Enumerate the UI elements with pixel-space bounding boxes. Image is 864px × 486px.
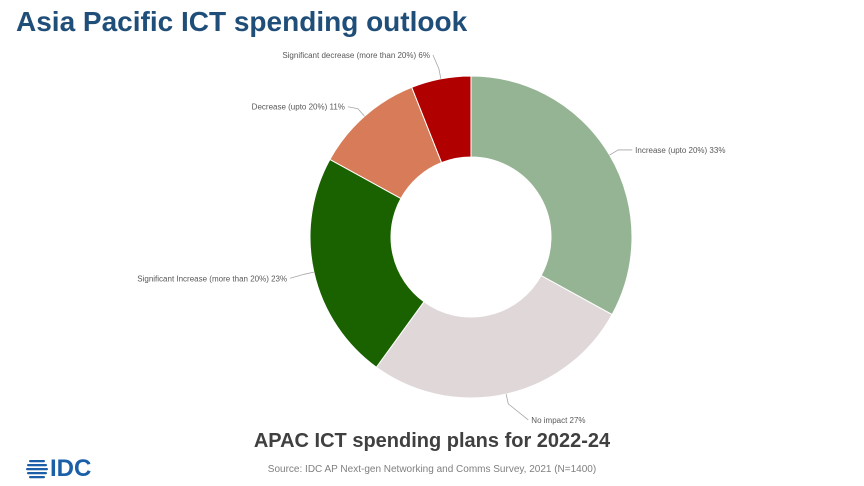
slice-label-3: Decrease (upto 20%) 11% — [252, 103, 345, 112]
slice-label-0: Increase (upto 20%) 33% — [635, 146, 725, 155]
idc-logo: IDC — [26, 455, 91, 483]
leader-line-4 — [432, 54, 442, 79]
page-title: Asia Pacific ICT spending outlook — [16, 6, 468, 37]
donut-slice-1 — [375, 274, 613, 399]
leader-line-1 — [505, 394, 529, 421]
slice-label-2: Significant Increase (more than 20%) 23% — [137, 274, 287, 283]
leader-line-0 — [609, 149, 633, 156]
donut-slice-4 — [411, 75, 472, 164]
logo-text: IDC — [50, 455, 92, 482]
leader-line-3 — [347, 106, 365, 117]
donut-slice-0 — [470, 75, 633, 316]
leader-line-2 — [290, 271, 314, 279]
source-note: Source: IDC AP Next-gen Networking and C… — [267, 464, 597, 475]
globe-icon — [26, 460, 48, 479]
chart-caption: APAC ICT spending plans for 2022-24 — [253, 430, 611, 452]
slice-label-1: No impact 27% — [531, 416, 585, 425]
slice-label-4: Significant decrease (more than 20%) 6% — [282, 51, 430, 60]
donut-slice-2 — [309, 158, 425, 368]
